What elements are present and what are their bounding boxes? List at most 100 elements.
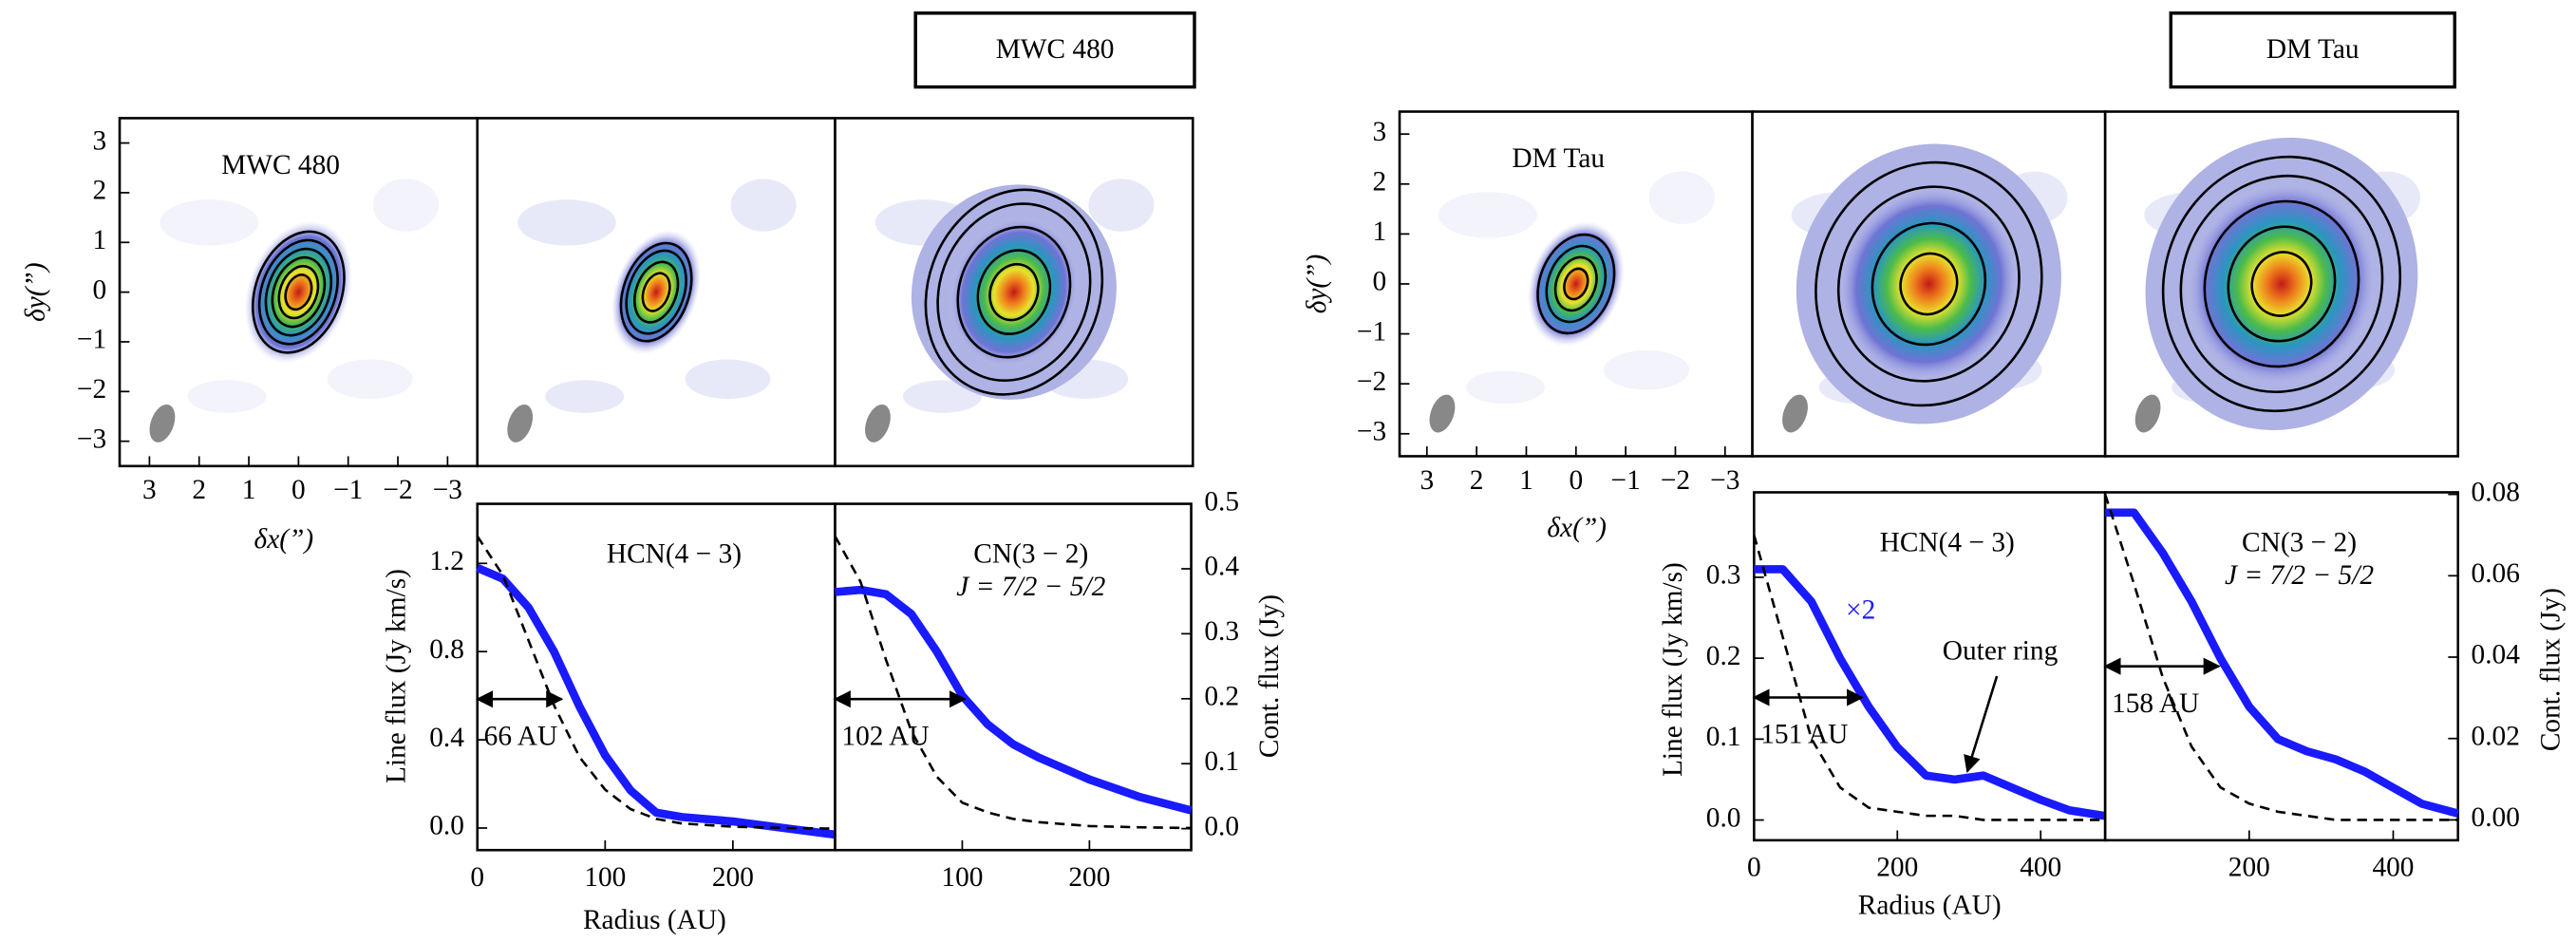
y2-tick-label: 0.06 <box>2472 558 2520 589</box>
x-tick-label: −1 <box>333 475 363 505</box>
contour <box>251 230 346 354</box>
contour <box>264 247 333 337</box>
size-label: 66 AU <box>484 721 557 751</box>
line-profile <box>476 563 837 839</box>
y2-tick-label: 0.4 <box>1204 552 1239 582</box>
y-tick-label: 0.8 <box>429 634 464 665</box>
x-tick-label: 3 <box>142 475 157 505</box>
y-tick-label: 2 <box>92 176 106 206</box>
beam <box>2134 394 2161 433</box>
contour <box>1553 255 1598 312</box>
x-tick-label: 200 <box>1876 853 1918 883</box>
y2-axis-label: Cont. flux (Jy) <box>2536 588 2567 751</box>
x-tick-label: 0 <box>1747 853 1761 883</box>
y-tick-label: −2 <box>1357 367 1386 397</box>
x-tick-label: 2 <box>192 475 206 505</box>
contour <box>2179 174 2384 394</box>
x-tick-label: 200 <box>1068 862 1110 893</box>
map-label: DM Tau <box>1512 143 1605 174</box>
heading: DM Tau <box>2266 34 2360 65</box>
y-tick-label: 0.2 <box>1706 641 1741 671</box>
map-noise <box>160 199 259 246</box>
x-tick-label: −1 <box>1611 465 1641 496</box>
y-tick-label: −3 <box>1357 417 1386 447</box>
continuum-profile <box>834 536 1192 830</box>
map-label: MWC 480 <box>221 150 340 180</box>
scale-note: ×2 <box>1846 594 1875 625</box>
contour <box>1814 160 2043 407</box>
heading-box <box>913 11 1196 89</box>
map-emission <box>611 230 702 355</box>
contour <box>257 238 339 346</box>
beam <box>149 404 176 443</box>
contour <box>1563 267 1589 301</box>
contour <box>619 241 693 343</box>
x-tick-label: −3 <box>433 475 462 505</box>
x-tick-label: 400 <box>2372 853 2414 883</box>
y-axis-label: δy(”) <box>20 262 50 322</box>
map-noise <box>1466 370 1545 405</box>
size-label: 102 AU <box>841 721 929 751</box>
map-noise <box>1648 171 1715 224</box>
y-axis-label: δy(”) <box>1302 254 1332 314</box>
beam <box>865 404 891 443</box>
contour <box>284 273 313 311</box>
continuum-profile <box>2103 494 2458 821</box>
contour <box>2203 199 2360 368</box>
y2-tick-label: 0.0 <box>1204 811 1239 841</box>
map-noise <box>1604 349 1690 390</box>
y-tick-label: 1 <box>1373 217 1387 247</box>
x-tick-label: 1 <box>242 475 256 505</box>
x-tick-label: 100 <box>941 862 983 893</box>
y-tick-label: 0.1 <box>1706 722 1741 752</box>
contour <box>988 262 1040 322</box>
x-tick-label: 0 <box>291 475 306 505</box>
map-noise <box>1438 192 1537 238</box>
contour <box>2227 225 2337 343</box>
y-tick-label: −3 <box>77 424 106 454</box>
y2-tick-label: 0.3 <box>1204 616 1239 647</box>
x-tick-label: 400 <box>2020 853 2061 883</box>
map-frame <box>834 117 1194 468</box>
plot-frame <box>476 502 837 852</box>
map-noise <box>517 199 616 246</box>
y2-axis-label: Cont. flux (Jy) <box>1254 594 1285 758</box>
y-axis-label: Line flux (Jy km/s) <box>382 569 412 783</box>
panel-subtitle: J = 7/2 − 5/2 <box>2225 560 2374 591</box>
y2-tick-label: 0.02 <box>2472 721 2520 751</box>
map-noise <box>730 179 797 232</box>
heading-box <box>2169 11 2456 89</box>
contour <box>924 188 1104 396</box>
contour <box>632 260 680 324</box>
heading: MWC 480 <box>996 34 1115 65</box>
size-label: 158 AU <box>2112 688 2199 719</box>
y-tick-label: 3 <box>1373 117 1387 147</box>
contour <box>2161 155 2402 413</box>
map-emission <box>948 215 1081 369</box>
y-tick-label: −2 <box>77 374 106 405</box>
y2-tick-label: 0.5 <box>1204 486 1239 517</box>
x-tick-label: 0 <box>470 862 484 893</box>
y-tick-label: 3 <box>92 125 106 156</box>
x-tick-label: 100 <box>584 862 626 893</box>
contour <box>956 225 1072 359</box>
x-tick-label: 1 <box>1519 465 1533 496</box>
feature-arrow <box>1964 675 1999 773</box>
contour <box>1536 233 1616 335</box>
x-axis-label: δx(”) <box>1547 513 1607 543</box>
panel-title: HCN(4 − 3) <box>607 539 742 570</box>
contour <box>641 272 671 312</box>
y-tick-label: 1 <box>92 225 106 255</box>
y-tick-label: 0 <box>1373 267 1387 297</box>
x-axis-label: Radius (AU) <box>583 905 726 935</box>
map-emission <box>1835 183 2022 385</box>
contour <box>625 249 687 335</box>
y-tick-label: −1 <box>1357 316 1386 347</box>
line-profile <box>835 585 1193 815</box>
x-axis-label: Radius (AU) <box>1858 890 2002 920</box>
line-profile <box>1754 565 2106 820</box>
feature-note: Outer ring <box>1943 636 2059 667</box>
continuum-profile <box>476 536 836 830</box>
y2-tick-label: 0.00 <box>2472 802 2520 833</box>
